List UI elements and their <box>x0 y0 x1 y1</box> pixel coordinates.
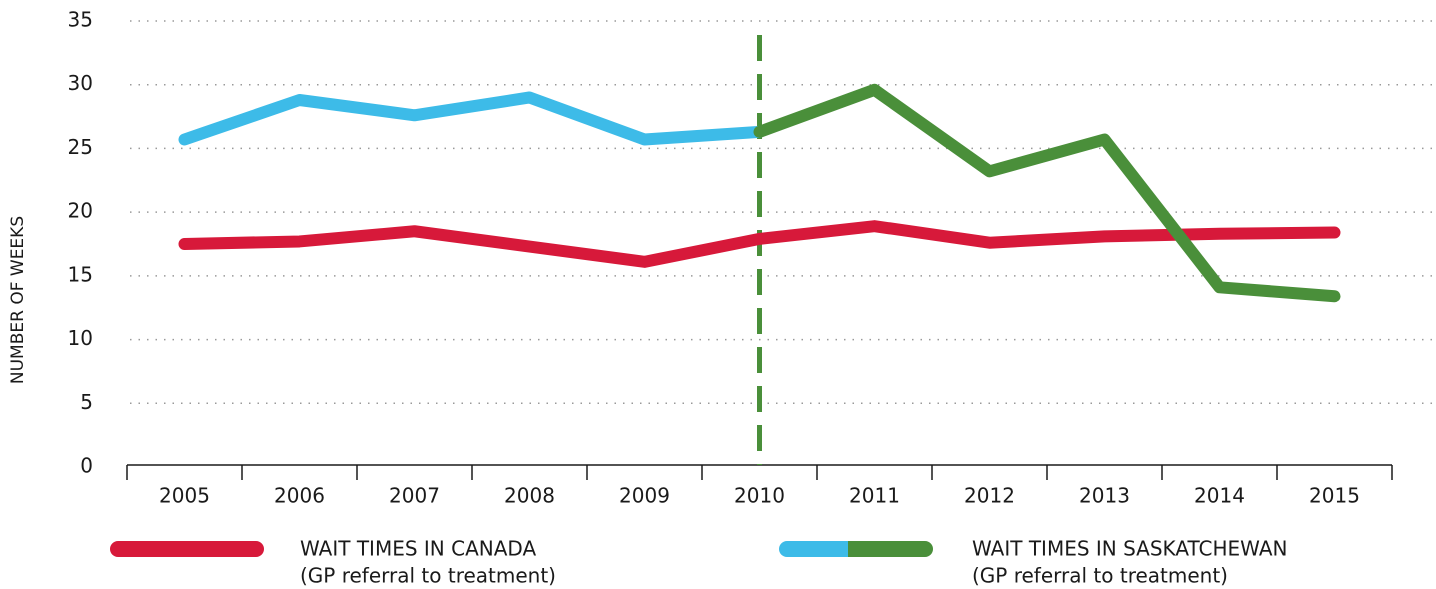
legend-label: WAIT TIMES IN CANADA <box>300 537 536 561</box>
y-axis-label: NUMBER OF WEEKS <box>8 216 28 384</box>
y-tick-label: 20 <box>68 199 93 223</box>
series-line <box>178 91 766 146</box>
y-tick-label: 30 <box>68 71 93 95</box>
y-tick-label: 5 <box>80 390 93 414</box>
y-tick-label: 10 <box>68 326 93 350</box>
x-tick-label: 2012 <box>964 484 1015 508</box>
x-tick-label: 2007 <box>389 484 440 508</box>
x-tick-label: 2010 <box>734 484 785 508</box>
legend-description: (GP referral to treatment) <box>300 564 556 588</box>
x-tick-label: 2013 <box>1079 484 1130 508</box>
series-line <box>753 83 1341 303</box>
x-tick-label: 2005 <box>159 484 210 508</box>
legend-label: WAIT TIMES IN SASKATCHEWAN <box>972 537 1287 561</box>
y-tick-label: 35 <box>68 8 93 32</box>
x-tick-label: 2014 <box>1194 484 1245 508</box>
x-tick-label: 2015 <box>1309 484 1360 508</box>
y-tick-label: 0 <box>80 454 93 478</box>
series-line <box>178 220 1341 268</box>
x-tick-label: 2006 <box>274 484 325 508</box>
x-tick-label: 2011 <box>849 484 900 508</box>
x-tick-label: 2008 <box>504 484 555 508</box>
legend-description: (GP referral to treatment) <box>972 564 1228 588</box>
x-tick-label: 2009 <box>619 484 670 508</box>
y-tick-label: 25 <box>68 135 93 159</box>
y-tick-label: 15 <box>68 262 93 286</box>
